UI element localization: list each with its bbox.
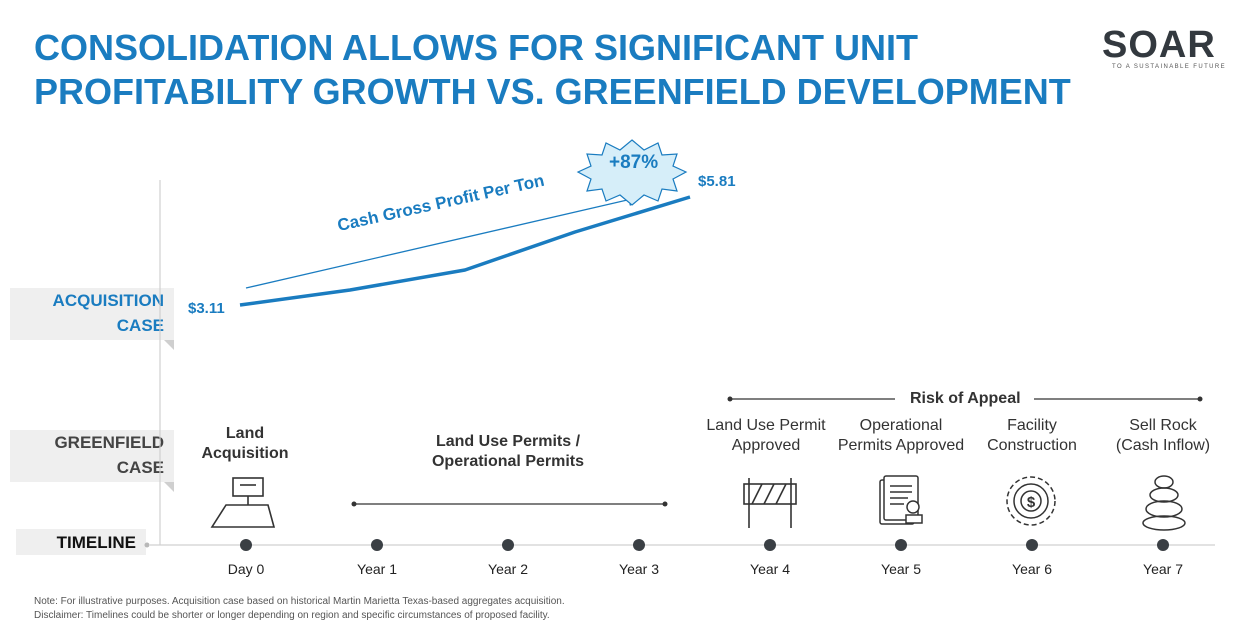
timeline-tick-label: Year 3 xyxy=(619,561,659,577)
logo-tagline: TO A SUSTAINABLE FUTURE xyxy=(1112,64,1226,70)
title-line-2: PROFITABILITY GROWTH VS. GREENFIELD DEVE… xyxy=(34,71,1071,112)
title-line-1: CONSOLIDATION ALLOWS FOR SIGNIFICANT UNI… xyxy=(34,27,918,68)
risk-of-appeal-label: Risk of Appeal xyxy=(910,390,1021,407)
timeline-dot xyxy=(502,539,514,551)
permit-bar-end xyxy=(351,501,357,507)
timeline-label: TIMELINE xyxy=(16,529,146,555)
dollar-gear-icon: $ xyxy=(1006,476,1056,526)
greenfield-label-line-2: CASE xyxy=(116,458,164,477)
timeline-tick-dots xyxy=(240,539,1169,551)
timeline-tick-label: Year 5 xyxy=(881,561,921,577)
timeline-tick-label: Year 4 xyxy=(750,561,790,577)
stacked-rocks-icon xyxy=(1142,475,1186,531)
timeline-tick-label: Year 2 xyxy=(488,561,528,577)
timeline-dot xyxy=(240,539,252,551)
stage-label: Facility Construction xyxy=(957,416,1107,456)
acquisition-case-label: ACQUISITION CASE xyxy=(10,288,174,340)
timeline-dot xyxy=(764,539,776,551)
timeline-dot xyxy=(371,539,383,551)
acquisition-label-line-2: CASE xyxy=(116,316,164,335)
growth-badge: +87% xyxy=(609,152,659,173)
timeline-dot xyxy=(1026,539,1038,551)
timeline-tick-label: Year 6 xyxy=(1012,561,1052,577)
stage-label-line-1: Land Use Permit xyxy=(706,417,826,434)
stage-label-line-1: Sell Rock xyxy=(1129,417,1197,434)
growth-burst-shape xyxy=(576,139,688,206)
start-value-label: $3.11 xyxy=(188,300,225,317)
stage-label-line-2: Approved xyxy=(731,437,801,454)
timeline-dot xyxy=(633,539,645,551)
stage-label: Operational Permits Approved xyxy=(826,416,976,456)
page-title: CONSOLIDATION ALLOWS FOR SIGNIFICANT UNI… xyxy=(34,26,1071,114)
permits-line-2: Operational Permits xyxy=(431,453,585,470)
label-fold-decoration xyxy=(164,482,174,492)
timeline-start-dot xyxy=(144,542,150,548)
svg-text:$: $ xyxy=(1027,494,1036,511)
timeline-tick-label: Year 1 xyxy=(357,561,397,577)
stage-label: Sell Rock (Cash Inflow) xyxy=(1088,416,1238,456)
greenfield-label-line-1: GREENFIELD xyxy=(54,433,164,452)
footnote-note: Note: For illustrative purposes. Acquisi… xyxy=(34,596,565,607)
permit-bar-end xyxy=(662,501,668,507)
land-acquisition-label: Land Acquisition xyxy=(195,424,295,464)
permits-label: Land Use Permits / Operational Permits xyxy=(408,432,608,472)
trend-arrow xyxy=(245,193,642,289)
timeline-label-text: TIMELINE xyxy=(56,533,136,552)
stage-label-line-2: (Cash Inflow) xyxy=(1115,437,1211,454)
footnote-disclaimer: Disclaimer: Timelines could be shorter o… xyxy=(34,610,550,621)
risk-bracket-end xyxy=(1197,396,1203,402)
acquisition-label-line-1: ACQUISITION xyxy=(52,291,164,310)
label-fold-decoration xyxy=(164,340,174,350)
stage-label-line-1: Facility xyxy=(1007,417,1057,434)
stage-label-line-2: Construction xyxy=(987,437,1077,454)
stage-label-line-2: Permits Approved xyxy=(837,437,965,454)
stage-label-line-1: Operational xyxy=(859,417,943,434)
timeline-dot xyxy=(895,539,907,551)
permits-line-1: Land Use Permits / xyxy=(435,433,581,450)
timeline-tick-label: Year 7 xyxy=(1143,561,1183,577)
barricade-icon xyxy=(743,478,797,528)
land-acquisition-line-1: Land xyxy=(225,425,265,442)
timeline-tick-label: Day 0 xyxy=(227,561,265,577)
greenfield-case-label: GREENFIELD CASE xyxy=(10,430,174,482)
land-sign-icon xyxy=(210,477,276,528)
risk-bracket-end xyxy=(727,396,733,402)
soar-logo: SOAR TO A SUSTAINABLE FUTURE xyxy=(1100,24,1226,76)
timeline-dot xyxy=(1157,539,1169,551)
logo-wordmark: SOAR xyxy=(1102,24,1216,66)
land-acquisition-line-2: Acquisition xyxy=(201,445,289,462)
end-value-label: $5.81 xyxy=(698,173,736,190)
permit-document-icon xyxy=(879,475,923,525)
profit-growth-line xyxy=(239,195,691,307)
stage-label: Land Use Permit Approved xyxy=(691,416,841,456)
